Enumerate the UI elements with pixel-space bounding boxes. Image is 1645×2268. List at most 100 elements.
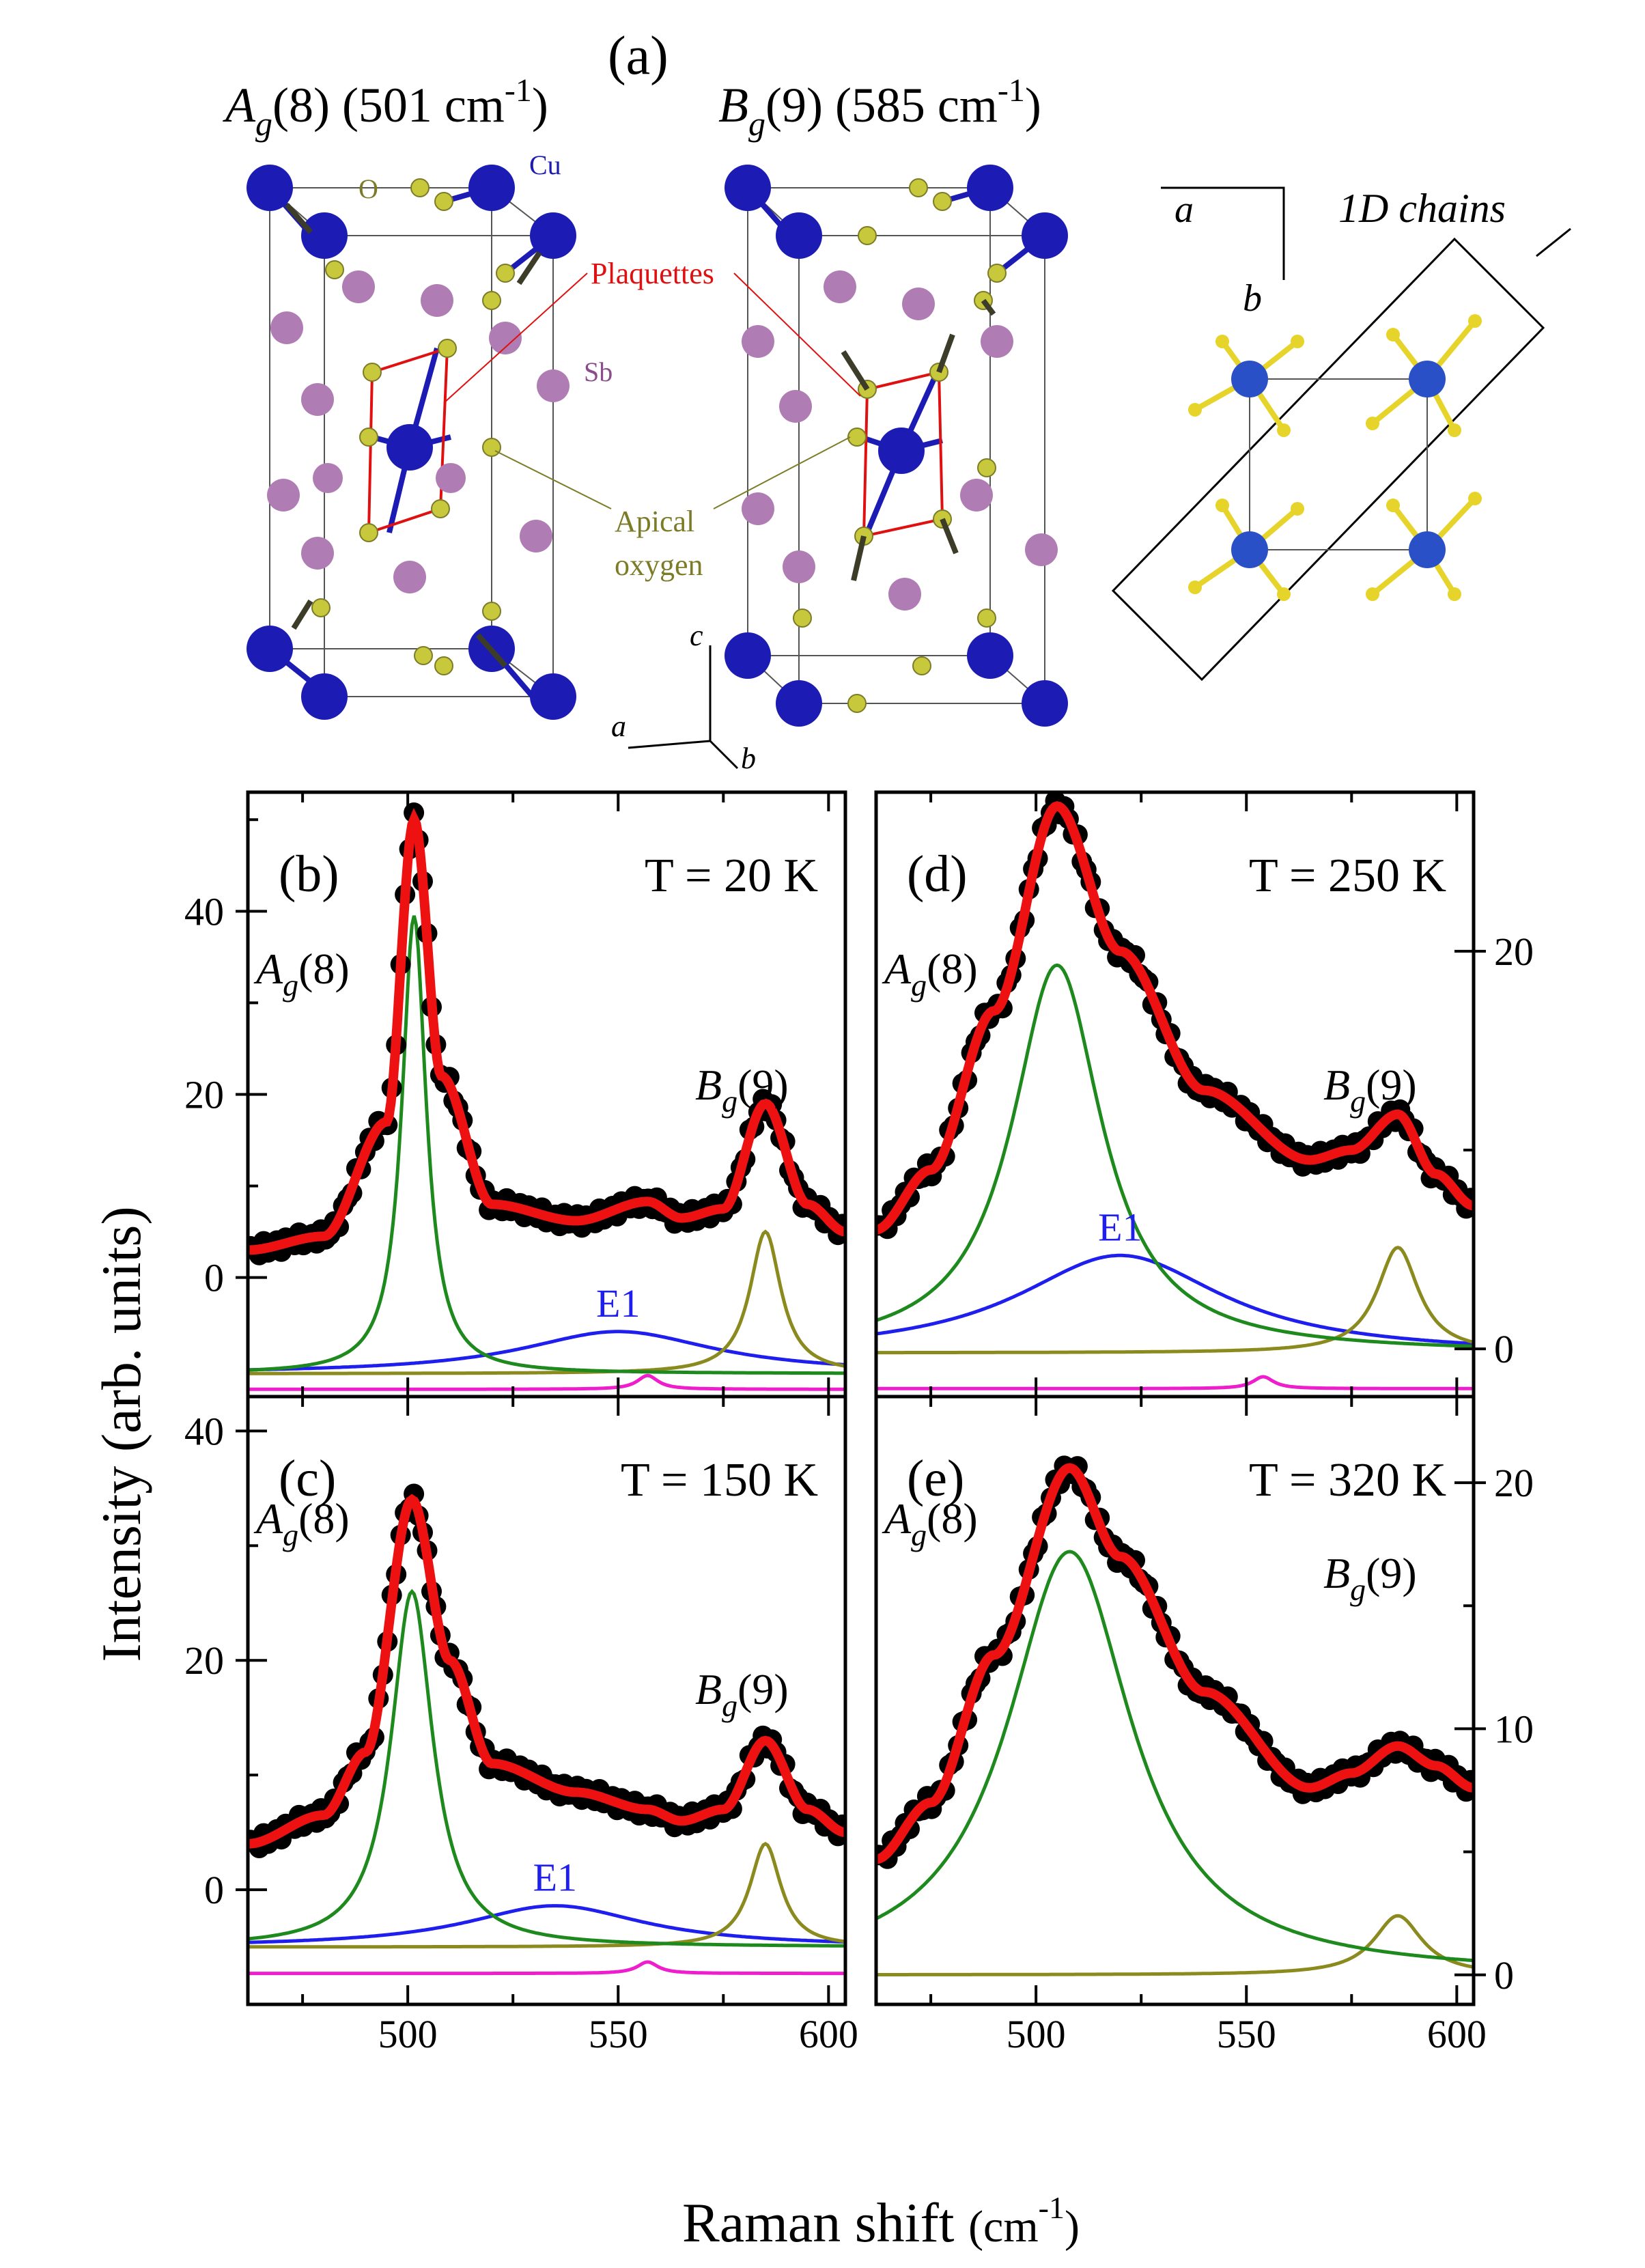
y-tick-label: 10 [1494,1707,1534,1751]
inset-axis-a: a [1175,188,1194,231]
y-tick-label: 20 [184,1638,224,1683]
abc-axes [628,645,739,770]
panel-label: (e) [907,1450,964,1507]
cu-label: Cu [529,150,561,180]
x-tick-label: 550 [1217,2012,1276,2056]
ag8-label: Ag(8) [253,944,350,1003]
bg9-label: Bg(9) [1323,1061,1417,1119]
x-tick-label: 550 [589,2012,648,2056]
fit-line [248,1494,845,1849]
plot-frame [874,1395,1476,2006]
fit-line [876,801,1474,1235]
panel-label: (c) [279,1450,336,1507]
ag8-line [248,1588,845,1948]
temperature-label: T = 250 K [1249,850,1446,902]
x-tick-label: 600 [1427,2012,1487,2056]
e1-line [876,1253,1474,1345]
plot-area [248,802,845,1391]
ag8-label: Ag(8) [882,1494,978,1552]
bg9-label: Bg(9) [695,1061,789,1119]
y-tick-label: 0 [204,1256,224,1300]
temperature-label: T = 150 K [621,1454,818,1507]
e1-label: E1 [596,1281,640,1326]
cu-atoms [247,165,576,720]
panel-a: (a) Ag(8) (501 cm-1) Bg(9) (585 cm-1) [223,26,1571,775]
axis-c-label: c [690,619,703,652]
bg9-line [248,1842,845,1949]
apical-label-1: Apical [615,505,694,538]
plot-area [876,792,1474,1390]
chart-panel-d: 0 20 (d) T = 250 K Ag(8) Bg(9) E1 [874,790,1534,1399]
ag8-label: Ag(8) [253,1494,350,1552]
chains-inset: a b 1D chains [1111,186,1571,682]
y-tick-label: 0 [1494,1327,1514,1371]
bg9-line [876,1246,1474,1355]
ag8-line [876,1550,1474,1963]
inset-axis-b: b [1243,277,1262,320]
small-peak-line [248,1960,845,1976]
fit-line [248,808,845,1255]
small-peak-line [248,1373,845,1391]
o-label: O [358,173,378,204]
plaquettes-leader [733,272,861,397]
mode1-title: Ag(8) (501 cm-1) [223,72,548,143]
ab-axes [1161,186,1285,280]
displacement-arrows [284,203,542,668]
bg9-label: Bg(9) [1323,1549,1417,1607]
panel-a-label: (a) [608,26,669,86]
y-tick-label: 0 [204,1868,224,1912]
axis-b-label: b [741,742,756,775]
chain-box [1111,237,1545,682]
mode2-title: Bg(9) (585 cm-1) [718,72,1041,143]
structure-bg9-atoms [725,165,1068,727]
sb-atoms [742,270,1058,611]
sb-label: Sb [584,356,613,387]
chart-panel-b: 0 20 40 (b) T = 20 K Ag(8) Bg(9) E1 [184,790,847,1399]
chart-panel-c: 500 550 600 0 20 40 (c) T = 150 K Ag(8) Bg(9) E1 [184,1395,858,2056]
plot-area [876,1455,1474,1976]
small-peak-line [876,1375,1474,1390]
ag8-label: Ag(8) [882,944,978,1003]
e1-line [248,1330,845,1372]
x-tick-label: 500 [1007,2012,1066,2056]
apical-leader [494,450,612,509]
temperature-label: T = 20 K [645,850,818,902]
x-tick-label: 500 [378,2012,438,2056]
chains-arrow [1536,227,1571,257]
axis-a-label: a [611,710,626,743]
panel-label: (d) [907,845,968,903]
y-tick-label: 20 [1494,1461,1534,1505]
displacement-arrows [841,298,996,581]
ag8-line [248,915,845,1375]
y-tick-label: 40 [184,1409,224,1453]
y-tick-label: 0 [1494,1953,1514,1998]
y-tick-label: 20 [1494,929,1534,974]
chain-o-atoms [1188,314,1482,601]
panel-label: (b) [279,845,339,903]
sb-atoms [267,270,570,593]
plot-area [248,1483,845,1976]
chain-cu-atoms [1231,361,1446,568]
e1-line [248,1904,845,1944]
plaquettes-leader [443,272,588,404]
temperature-label: T = 320 K [1249,1454,1446,1507]
bg9-line [876,1914,1474,1976]
bg9-label: Bg(9) [695,1665,789,1723]
cu-atoms [725,165,1068,727]
apical-leader [713,436,851,509]
y-tick-label: 40 [184,889,224,934]
y-axis-label: Intensity (arb. units) [90,1206,152,1662]
structure-ag8-atoms: Cu O Sb [247,150,613,720]
e1-label: E1 [533,1856,577,1900]
e1-label: E1 [1098,1205,1142,1249]
plaquettes-label: Plaquettes [591,257,714,290]
ag8-line [876,963,1474,1348]
x-axis-label: Raman shift (cm-1) [682,2190,1080,2254]
y-tick-label: 20 [184,1073,224,1117]
fit-line [876,1463,1474,1864]
chains-label: 1D chains [1338,186,1506,231]
bg9-line [248,1229,845,1375]
